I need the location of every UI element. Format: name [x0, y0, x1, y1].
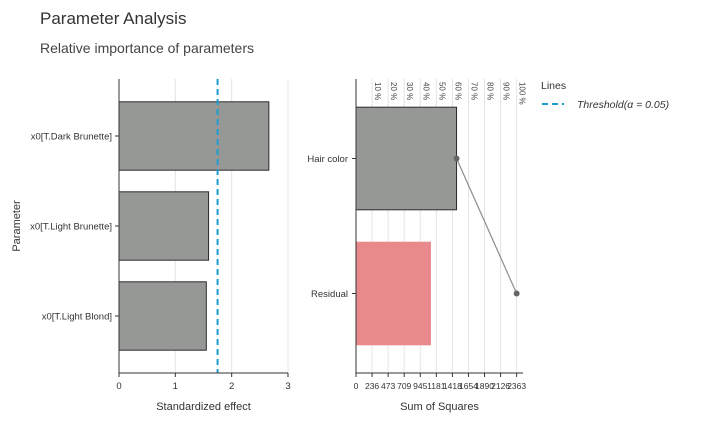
percent-tick-label: 30 %: [405, 82, 414, 100]
percent-tick-label: 20 %: [389, 82, 398, 100]
x-tick-label: 2363: [507, 381, 526, 391]
percent-tick-label: 80 %: [486, 82, 495, 100]
percent-tick-label: 10 %: [373, 82, 382, 100]
effect-bar: [118, 101, 270, 171]
x-tick-label: 0: [354, 381, 359, 391]
x-tick-label: 1890: [475, 381, 494, 391]
x-tick-label: 236: [365, 381, 379, 391]
legend-title: Lines: [541, 80, 566, 92]
legend-threshold-label: Threshold(α = 0.05): [577, 99, 669, 111]
x-axis-label: Sum of Squares: [400, 401, 479, 413]
y-axis-label: Parameter: [11, 200, 23, 252]
x-tick-label: 473: [381, 381, 395, 391]
cumulative-point: [453, 155, 460, 162]
cumulative-line: [456, 158, 518, 294]
chart-title: Parameter Analysis: [40, 9, 187, 28]
x-tick-label: 1181: [427, 381, 446, 391]
percent-tick-label: 40 %: [421, 82, 430, 100]
x-tick-label: 1654: [459, 381, 478, 391]
x-tick-label: 2126: [491, 381, 510, 391]
x-tick-label: 3: [285, 381, 290, 392]
percent-tick-label: 50 %: [437, 82, 446, 100]
x-tick-label: 0: [116, 381, 121, 392]
percent-tick-label: 90 %: [502, 82, 511, 100]
x-tick-label: 709: [397, 381, 411, 391]
percent-tick-label: 70 %: [469, 82, 478, 100]
effect-bar: [118, 281, 207, 351]
y-tick-label: x0[T.Light Brunette]: [30, 222, 112, 233]
y-tick-label: Hair color: [307, 154, 348, 165]
cumulative-point: [513, 290, 520, 297]
x-tick-label: 2: [229, 381, 234, 392]
ss-bar: [355, 241, 431, 346]
x-tick-label: 945: [413, 381, 427, 391]
y-tick-label: x0[T.Light Blond]: [42, 312, 112, 323]
effect-bar: [118, 191, 210, 261]
chart-subtitle: Relative importance of parameters: [40, 40, 254, 56]
x-axis-label: Standardized effect: [156, 401, 251, 413]
ss-bar: [355, 106, 458, 211]
percent-tick-label: 100 %: [518, 82, 527, 105]
x-tick-label: 1: [173, 381, 178, 392]
percent-tick-label: 60 %: [453, 82, 462, 100]
y-tick-label: x0[T.Dark Brunette]: [31, 132, 112, 143]
x-tick-label: 1418: [443, 381, 462, 391]
y-tick-label: Residual: [311, 289, 348, 300]
